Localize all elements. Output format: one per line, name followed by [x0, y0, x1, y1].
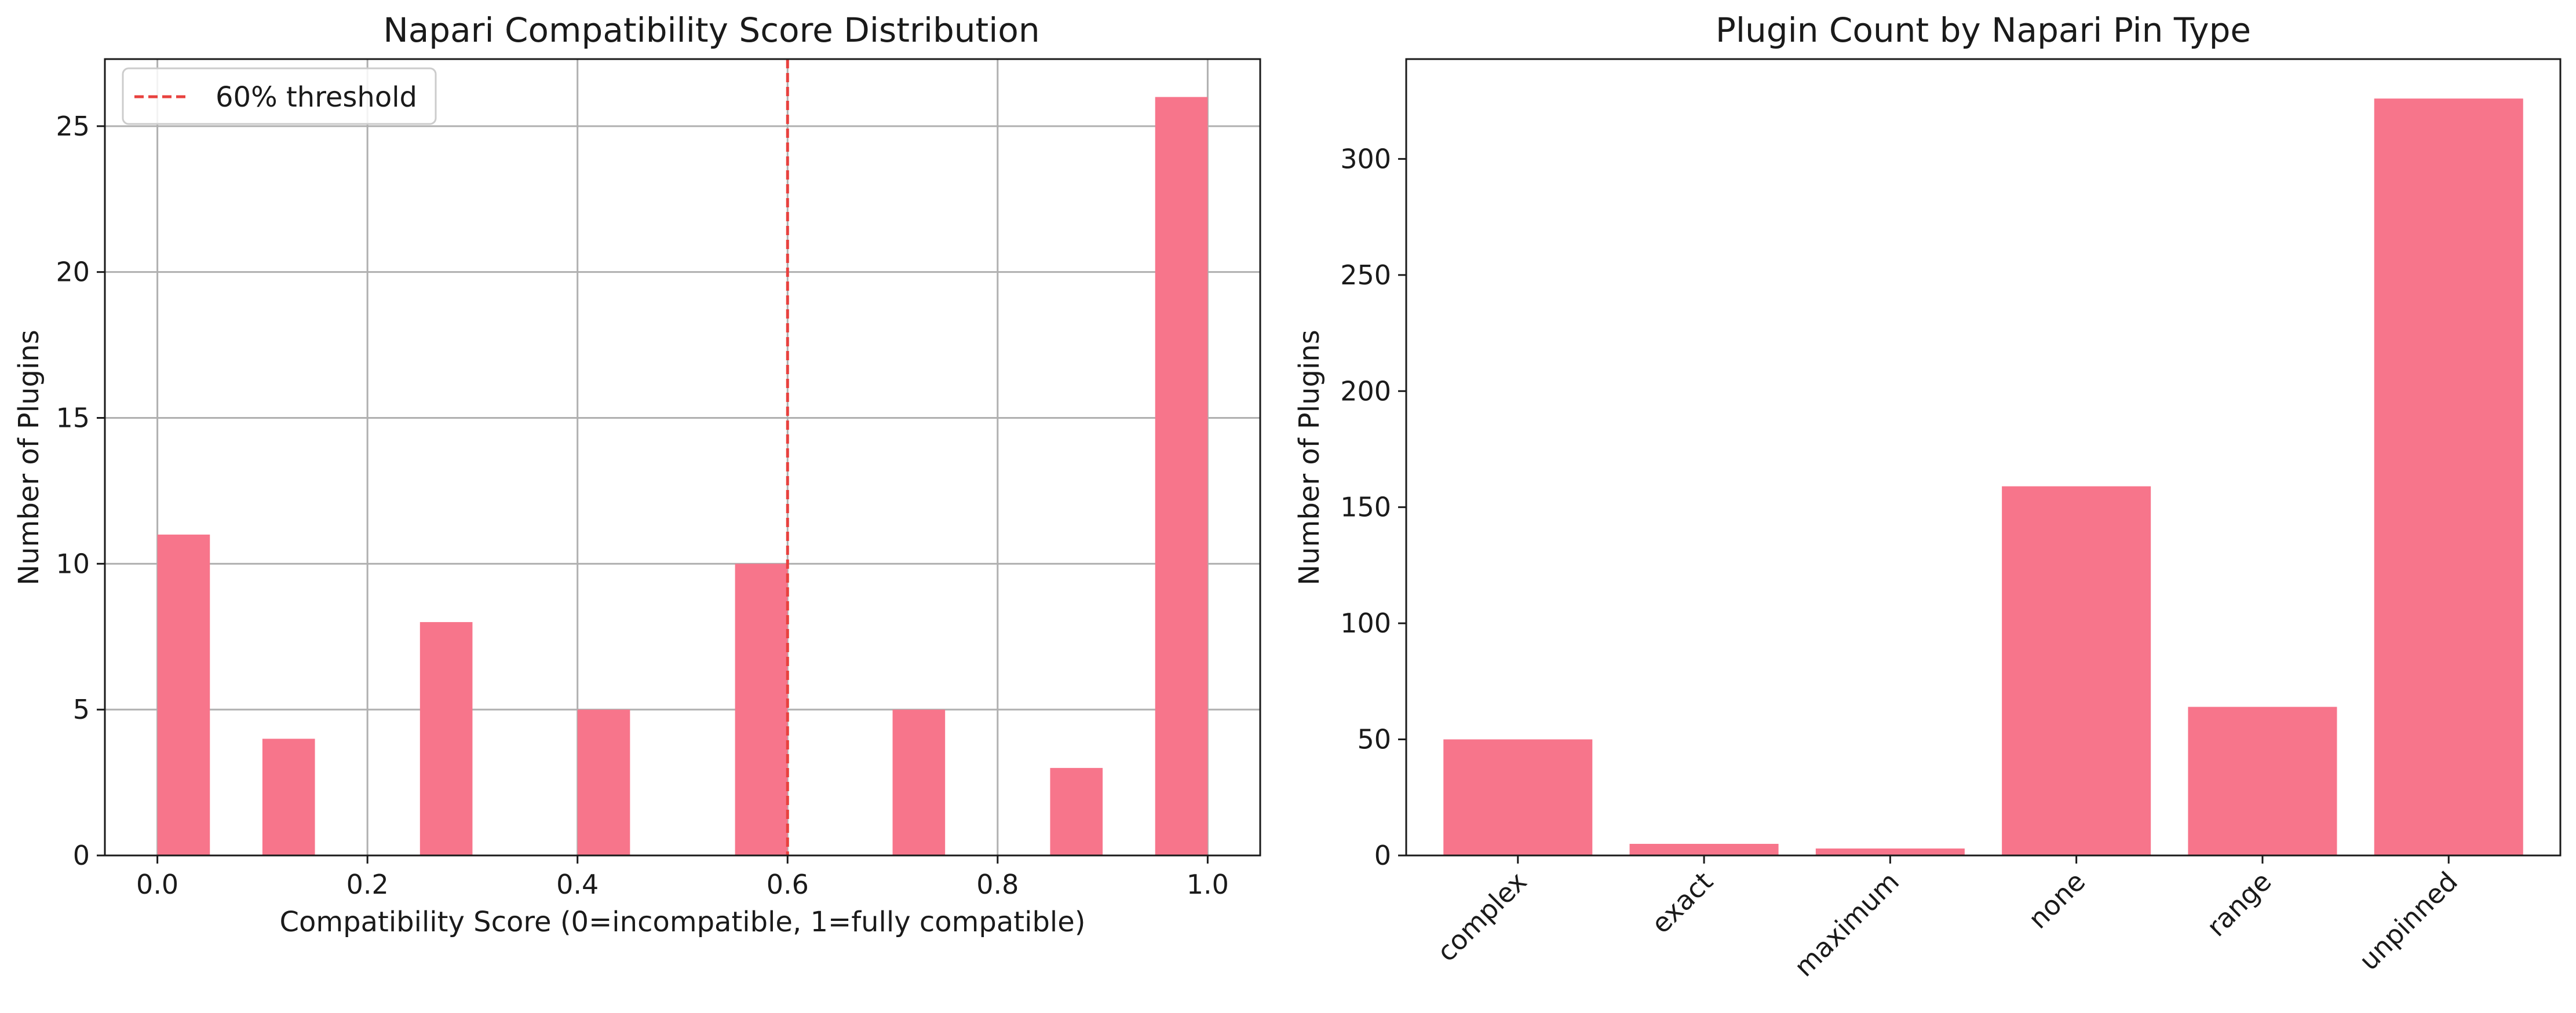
- x-tick-label: 0.4: [556, 869, 599, 900]
- y-tick-label: 10: [56, 548, 90, 579]
- histogram-bar: [1155, 97, 1208, 855]
- x-tick-label: 1.0: [1187, 869, 1229, 900]
- histogram-y-axis-label: Number of Plugins: [13, 330, 45, 586]
- y-tick-label: 0: [1374, 840, 1391, 871]
- legend-box: [122, 67, 437, 125]
- pin-type-bar-maximum: [1815, 848, 1965, 855]
- y-tick-label: 150: [1340, 492, 1391, 523]
- histogram-bars: [157, 97, 1208, 855]
- x-tick-label: 0.6: [767, 869, 809, 900]
- pin-type-bar-complex: [1443, 739, 1593, 855]
- x-tick-label: 0.2: [346, 869, 389, 900]
- category-label-complex: complex: [1431, 866, 1533, 968]
- histogram-grid: [105, 59, 1260, 857]
- category-label-range: range: [2201, 866, 2278, 943]
- histogram-bar: [892, 710, 946, 855]
- histogram-chart: Napari Compatibility Score Distribution …: [13, 10, 1261, 938]
- pin-type-bar-unpinned: [2374, 98, 2523, 855]
- histogram-bar: [577, 710, 630, 855]
- histogram-bar: [262, 738, 315, 855]
- histogram-legend: 60% threshold: [122, 67, 437, 125]
- pin-type-y-ticks: 0 50 100 150 200 250 300: [1340, 143, 1406, 871]
- category-label-exact: exact: [1645, 866, 1718, 939]
- y-tick-label: 25: [56, 111, 90, 142]
- y-tick-label: 5: [73, 694, 90, 725]
- y-tick-label: 15: [56, 403, 90, 434]
- pin-type-bars: [1443, 98, 2523, 855]
- pin-type-x-ticks: complex exact maximum none range unpinned: [1431, 855, 2464, 983]
- category-label-unpinned: unpinned: [2353, 866, 2464, 977]
- pin-type-bar-none: [2002, 486, 2151, 855]
- histogram-y-ticks: 0 5 10 15 20 25: [56, 111, 105, 871]
- histogram-x-axis-label: Compatibility Score (0=incompatible, 1=f…: [279, 906, 1085, 938]
- y-tick-label: 0: [73, 840, 90, 871]
- histogram-bar: [157, 534, 210, 855]
- histogram-bar: [1050, 767, 1103, 855]
- category-label-none: none: [2022, 866, 2091, 935]
- pin-type-bar-range: [2188, 707, 2337, 855]
- pin-type-plot-frame: [1405, 58, 2562, 857]
- histogram-x-ticks: 0.0 0.2 0.4 0.6 0.8 1.0: [136, 855, 1229, 900]
- y-tick-label: 250: [1340, 259, 1391, 291]
- y-tick-label: 100: [1340, 608, 1391, 639]
- y-tick-label: 20: [56, 257, 90, 288]
- legend-threshold-label: 60% threshold: [216, 81, 417, 114]
- histogram-bar: [419, 622, 473, 855]
- pin-type-y-axis-label: Number of Plugins: [1293, 330, 1326, 586]
- x-tick-label: 0.0: [136, 869, 178, 900]
- pin-type-title: Plugin Count by Napari Pin Type: [1716, 10, 2251, 50]
- y-tick-label: 300: [1340, 143, 1391, 174]
- pin-type-bar-exact: [1629, 843, 1779, 855]
- category-label-maximum: maximum: [1788, 866, 1905, 983]
- histogram-title: Napari Compatibility Score Distribution: [383, 10, 1039, 50]
- y-tick-label: 200: [1340, 375, 1391, 407]
- pin-type-chart: Plugin Count by Napari Pin Type complex e…: [1293, 10, 2562, 983]
- y-tick-label: 50: [1357, 724, 1391, 755]
- histogram-plot-frame: [104, 58, 1261, 857]
- x-tick-label: 0.8: [976, 869, 1019, 900]
- histogram-bar: [735, 564, 788, 855]
